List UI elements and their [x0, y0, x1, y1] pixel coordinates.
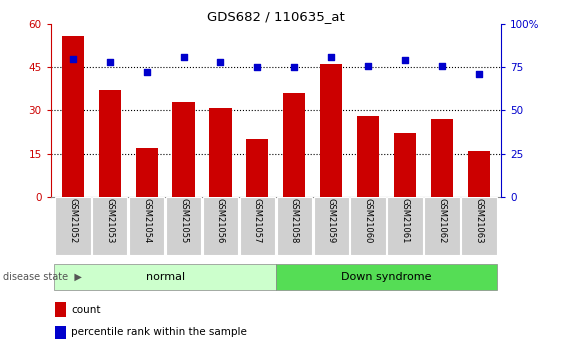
FancyBboxPatch shape	[55, 264, 276, 290]
Bar	[172, 102, 195, 197]
Point	[105, 59, 114, 65]
Text: GSM21060: GSM21060	[364, 198, 373, 244]
Text: GSM21059: GSM21059	[327, 198, 336, 244]
Text: GSM21057: GSM21057	[253, 198, 262, 244]
Text: GSM21056: GSM21056	[216, 198, 225, 244]
Text: GSM21054: GSM21054	[142, 198, 151, 244]
Point	[253, 65, 262, 70]
Point	[437, 63, 446, 68]
Text: normal: normal	[146, 272, 185, 282]
Bar	[99, 90, 121, 197]
Bar	[320, 65, 342, 197]
Bar	[357, 116, 379, 197]
FancyBboxPatch shape	[92, 197, 127, 255]
Bar	[209, 108, 231, 197]
Text: percentile rank within the sample: percentile rank within the sample	[71, 327, 247, 337]
Text: count: count	[71, 305, 100, 315]
Point	[401, 58, 410, 63]
FancyBboxPatch shape	[314, 197, 349, 255]
Point	[179, 54, 188, 60]
FancyBboxPatch shape	[387, 197, 423, 255]
Bar	[431, 119, 453, 197]
FancyBboxPatch shape	[55, 197, 91, 255]
Bar	[55, 326, 66, 339]
Point	[216, 59, 225, 65]
Bar	[247, 139, 269, 197]
FancyBboxPatch shape	[461, 197, 497, 255]
Point	[142, 70, 151, 75]
Text: GSM21055: GSM21055	[179, 198, 188, 244]
Title: GDS682 / 110635_at: GDS682 / 110635_at	[207, 10, 345, 23]
FancyBboxPatch shape	[276, 264, 497, 290]
Bar	[136, 148, 158, 197]
Text: GSM21052: GSM21052	[68, 198, 77, 244]
Point	[290, 65, 299, 70]
FancyBboxPatch shape	[166, 197, 202, 255]
FancyBboxPatch shape	[129, 197, 164, 255]
Text: Down syndrome: Down syndrome	[341, 272, 432, 282]
Text: GSM21058: GSM21058	[290, 198, 299, 244]
FancyBboxPatch shape	[276, 197, 312, 255]
Text: disease state  ▶: disease state ▶	[3, 272, 82, 282]
Bar	[62, 36, 84, 197]
FancyBboxPatch shape	[350, 197, 386, 255]
Point	[327, 54, 336, 60]
Point	[475, 71, 484, 77]
Bar	[55, 303, 66, 317]
Point	[364, 63, 373, 68]
Text: GSM21062: GSM21062	[437, 198, 446, 244]
Bar	[468, 151, 490, 197]
Text: GSM21063: GSM21063	[475, 198, 484, 244]
Text: GSM21053: GSM21053	[105, 198, 114, 244]
FancyBboxPatch shape	[240, 197, 275, 255]
Bar	[283, 93, 305, 197]
Bar	[394, 134, 416, 197]
FancyBboxPatch shape	[425, 197, 460, 255]
Point	[68, 56, 77, 61]
FancyBboxPatch shape	[203, 197, 238, 255]
Text: GSM21061: GSM21061	[401, 198, 410, 244]
